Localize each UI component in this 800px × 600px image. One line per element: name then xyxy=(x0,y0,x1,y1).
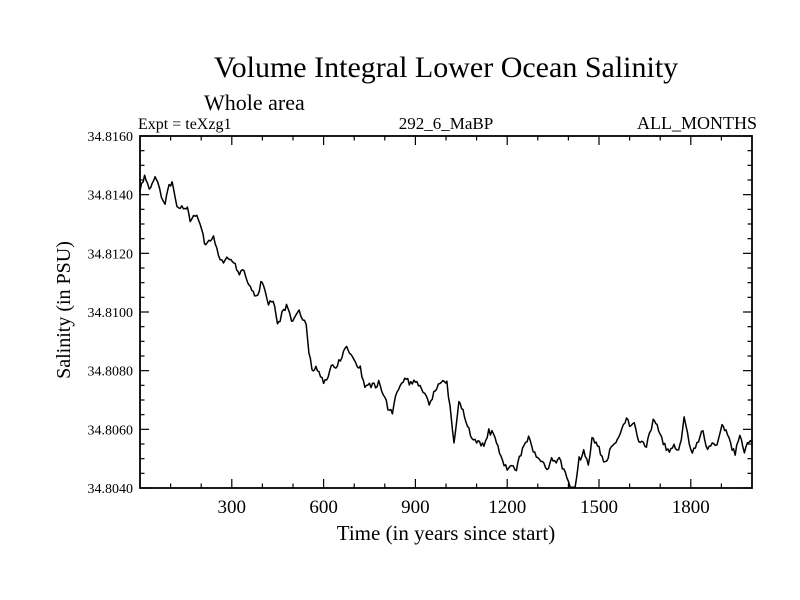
x-tick-label: 1800 xyxy=(672,497,710,518)
x-axis-title: Time (in years since start) xyxy=(337,521,556,545)
y-tick-label: 34.8140 xyxy=(88,189,134,204)
salinity-line xyxy=(139,174,753,489)
y-tick-label: 34.8040 xyxy=(88,482,134,497)
y-tick-label: 34.8120 xyxy=(88,247,134,262)
x-tick-label: 1500 xyxy=(580,497,618,518)
y-tick-label: 34.8100 xyxy=(88,306,134,321)
chart-subtitle: Whole area xyxy=(204,90,305,115)
y-tick-label: 34.8080 xyxy=(88,365,134,380)
y-tick-label: 34.8160 xyxy=(88,130,134,145)
x-tick-label: 1200 xyxy=(488,497,526,518)
run-label: 292_6_MaBP xyxy=(399,114,493,133)
y-axis-title: Salinity (in PSU) xyxy=(53,241,75,379)
x-tick-label: 300 xyxy=(218,497,247,518)
x-tick-label: 600 xyxy=(309,497,338,518)
chart-title: Volume Integral Lower Ocean Salinity xyxy=(214,51,678,84)
x-tick-label: 900 xyxy=(401,497,430,518)
months-label: ALL_MONTHS xyxy=(637,113,757,133)
plot-axes: 300 600 900 1200 1500 1800 34.8040 34.8060 34.80… xyxy=(88,130,753,518)
salinity-series xyxy=(139,174,753,489)
y-tick-label: 34.8060 xyxy=(88,423,134,438)
experiment-label: Expt = teXzg1 xyxy=(138,116,231,133)
